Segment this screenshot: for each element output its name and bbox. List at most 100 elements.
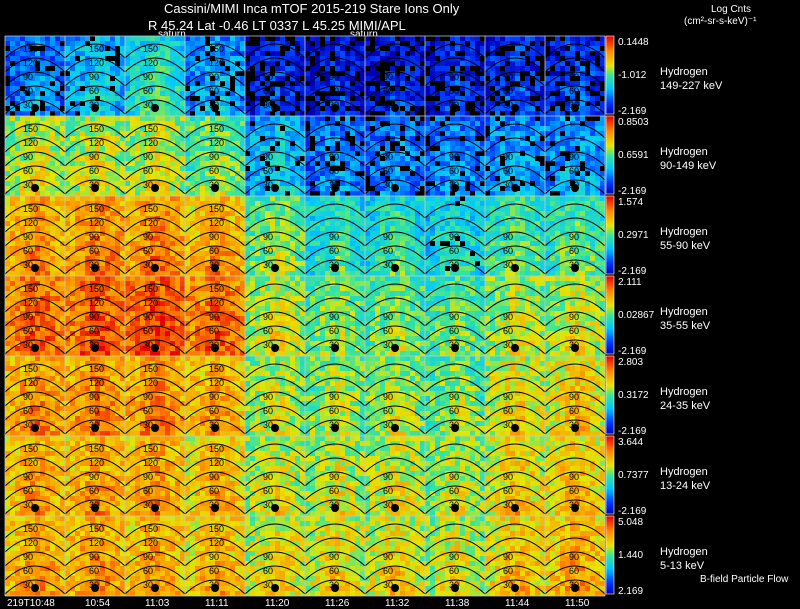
heatmap-cell: [525, 186, 530, 191]
heatmap-cell: [300, 171, 305, 176]
heatmap-cell: [485, 76, 490, 81]
heatmap-cell: [160, 221, 165, 226]
heatmap-cell: [220, 81, 225, 86]
heatmap-cell: [120, 46, 125, 51]
heatmap-cell: [425, 101, 430, 106]
heatmap-cell: [240, 76, 245, 81]
heatmap-cell: [405, 131, 410, 136]
heatmap-cell: [385, 191, 390, 196]
heatmap-cell: [260, 71, 265, 76]
heatmap-cell: [295, 136, 300, 141]
heatmap-cell: [120, 206, 125, 211]
heatmap-cell: [65, 61, 70, 66]
heatmap-cell: [465, 156, 470, 161]
heatmap-cell: [355, 166, 360, 171]
heatmap-cell: [540, 166, 545, 171]
heatmap-cell: [400, 111, 405, 116]
heatmap-cell: [85, 271, 90, 276]
energy-row-0: 3060901201503060901201503060901201503060…: [4, 36, 606, 116]
heatmap-cell: [365, 116, 370, 121]
heatmap-cell: [250, 176, 255, 181]
heatmap-cell: [205, 101, 210, 106]
heatmap-cell: [225, 71, 230, 76]
heatmap-cell: [240, 66, 245, 71]
heatmap-cell: [370, 166, 375, 171]
heatmap-cell: [220, 101, 225, 106]
heatmap-cell: [215, 66, 220, 71]
heatmap-cell: [470, 186, 475, 191]
heatmap-cell: [255, 186, 260, 191]
heatmap-cell: [565, 146, 570, 151]
heatmap-cell: [130, 56, 135, 61]
heatmap-cell: [35, 71, 40, 76]
heatmap-cell: [540, 76, 545, 81]
heatmap-cell: [160, 141, 165, 146]
heatmap-cell: [80, 161, 85, 166]
heatmap-cell: [535, 86, 540, 91]
heatmap-cell: [30, 66, 35, 71]
pitch-contour-line: [4, 57, 66, 73]
heatmap-cell: [55, 121, 60, 126]
heatmap-cell: [5, 56, 10, 61]
heatmap-cell: [595, 71, 600, 76]
heatmap-cell: [540, 46, 545, 51]
heatmap-cell: [205, 86, 210, 91]
heatmap-cell: [585, 41, 590, 46]
heatmap-cell: [425, 61, 430, 66]
heatmap-cell: [15, 66, 20, 71]
heatmap-cell: [205, 41, 210, 46]
heatmap-cell: [560, 131, 565, 136]
heatmap-cell: [345, 41, 350, 46]
heatmap-cell: [370, 71, 375, 76]
heatmap-cell: [555, 191, 560, 196]
heatmap-cell: [120, 141, 125, 146]
heatmap-cell: [10, 116, 15, 121]
heatmap-cell: [470, 121, 475, 126]
heatmap-cell: [490, 101, 495, 106]
heatmap-cell: [595, 41, 600, 46]
heatmap-cell: [415, 101, 420, 106]
heatmap-cell: [270, 101, 275, 106]
heatmap-cell: [105, 156, 110, 161]
heatmap-cell: [245, 36, 250, 41]
heatmap-cell: [305, 141, 310, 146]
heatmap-cell: [460, 161, 465, 166]
heatmap-cell: [280, 156, 285, 161]
pitch-contour-label: 90: [209, 72, 219, 82]
heatmap-cell: [420, 86, 425, 91]
heatmap-cell: [260, 131, 265, 136]
colorbar-min: -2.169: [618, 186, 647, 197]
heatmap-cell: [400, 51, 405, 56]
heatmap-cell: [130, 106, 135, 111]
heatmap-cell: [125, 196, 130, 201]
heatmap-cell: [425, 91, 430, 96]
heatmap-cell: [465, 146, 470, 151]
heatmap-cell: [350, 151, 355, 156]
heatmap-cell: [450, 61, 455, 66]
heatmap-cell: [340, 171, 345, 176]
heatmap-cell: [315, 51, 320, 56]
heatmap-cell: [500, 36, 505, 41]
heatmap-cell: [340, 141, 345, 146]
heatmap-cell: [600, 41, 605, 46]
heatmap-cell: [215, 86, 220, 91]
heatmap-cell: [140, 196, 145, 201]
heatmap-cell: [590, 131, 595, 136]
heatmap-cell: [245, 41, 250, 46]
heatmap-cell: [65, 156, 70, 161]
heatmap-cell: [20, 101, 25, 106]
heatmap-cell: [120, 121, 125, 126]
heatmap-cell: [285, 131, 290, 136]
heatmap-cell: [550, 96, 555, 101]
heatmap-cell: [275, 161, 280, 166]
heatmap-cell: [505, 146, 510, 151]
heatmap-cell: [385, 66, 390, 71]
heatmap-cell: [105, 236, 110, 241]
heatmap-cell: [455, 126, 460, 131]
heatmap-cell: [70, 56, 75, 61]
heatmap-cell: [245, 171, 250, 176]
heatmap-cell: [100, 76, 105, 81]
heatmap-cell: [145, 91, 150, 96]
heatmap-cell: [145, 41, 150, 46]
heatmap-cell: [40, 61, 45, 66]
